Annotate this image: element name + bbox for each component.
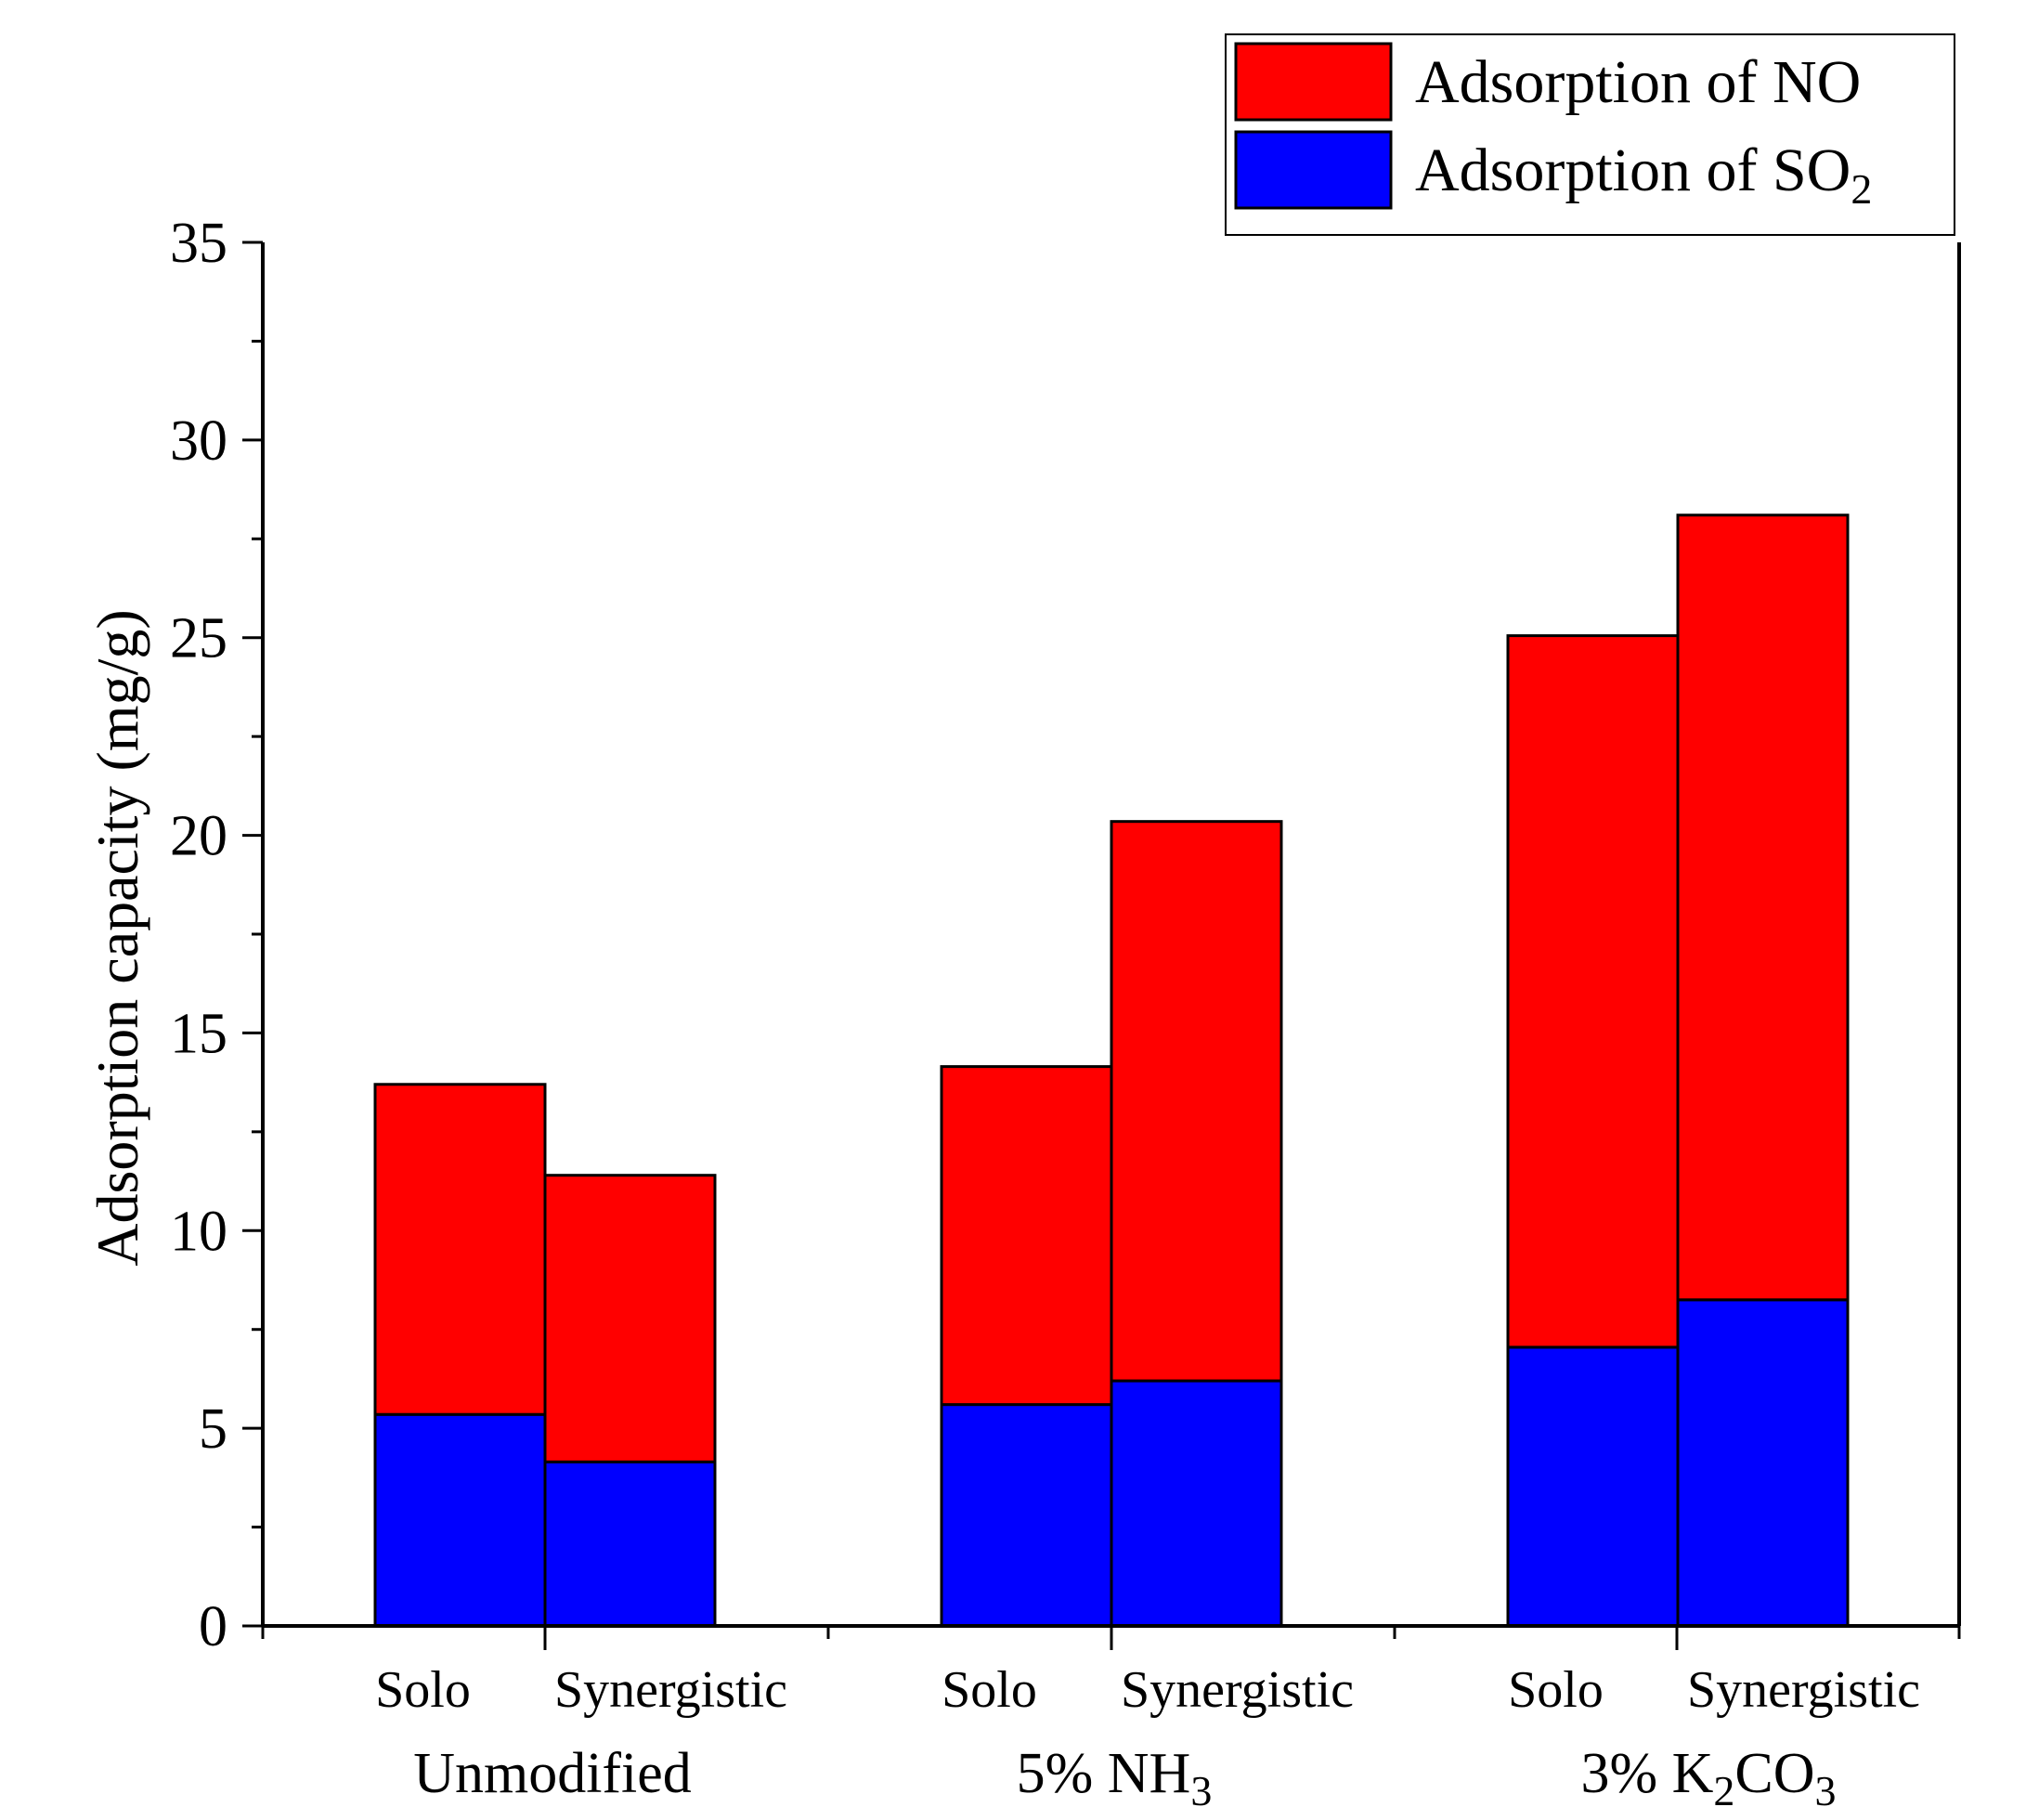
y-axis-title: Adsorption capacity (mg/g): [84, 609, 150, 1266]
bar-segment-so2-g1-solo: [373, 1412, 547, 1628]
labels-layer: 0 5 10 15 20 25 30 35 Solo Synergistic Solo Synergi…: [84, 212, 1920, 1814]
bar-segment-no-g1-synergistic: [543, 1174, 717, 1463]
legend-label-so2: Adsorption of SO2: [1415, 136, 1872, 213]
x-sub-label-solo: Solo: [375, 1661, 471, 1719]
bar-segment-no-g1-solo: [373, 1083, 547, 1416]
y-tick-label: 20: [170, 805, 227, 868]
x-sub-label-synergistic: Synergistic: [554, 1661, 787, 1719]
bars-layer: [373, 514, 1850, 1628]
x-group-label-3: 3% K2CO3: [1580, 1742, 1836, 1814]
bar-segment-no-g3-solo: [1506, 634, 1680, 1349]
axes-layer: [242, 240, 1961, 1650]
y-tick-label: 10: [170, 1200, 227, 1263]
y-tick-label: 30: [170, 410, 227, 473]
x-sub-label-solo: Solo: [1508, 1661, 1604, 1719]
bar-segment-so2-g1-synergistic: [543, 1460, 717, 1628]
legend-swatch-no: [1234, 42, 1393, 122]
bar-segment-no-g3-synergistic: [1676, 514, 1850, 1302]
bar-segment-so2-g2-synergistic: [1110, 1379, 1283, 1628]
y-tick-label: 25: [170, 607, 227, 670]
y-tick-label: 35: [170, 212, 227, 275]
y-tick-label: 5: [199, 1398, 227, 1461]
bar-segment-so2-g3-synergistic: [1676, 1298, 1850, 1628]
legend-label-no: Adsorption of NO: [1415, 48, 1861, 116]
bar-segment-so2-g2-solo: [940, 1403, 1113, 1628]
x-sub-label-solo: Solo: [942, 1661, 1037, 1719]
y-tick-label: 15: [170, 1002, 227, 1065]
legend-swatch-so2: [1234, 130, 1393, 210]
x-sub-label-synergistic: Synergistic: [1687, 1661, 1920, 1719]
bar-segment-so2-g3-solo: [1506, 1346, 1680, 1628]
bar-segment-no-g2-solo: [940, 1065, 1113, 1407]
x-sub-label-synergistic: Synergistic: [1121, 1661, 1354, 1719]
x-group-label-1: Unmodified: [413, 1742, 692, 1805]
legend: Adsorption of NO Adsorption of SO2: [1225, 33, 1955, 236]
x-group-label-2: 5% NH3: [1017, 1742, 1213, 1814]
y-tick-label: 0: [199, 1595, 227, 1658]
bar-segment-no-g2-synergistic: [1110, 820, 1283, 1383]
